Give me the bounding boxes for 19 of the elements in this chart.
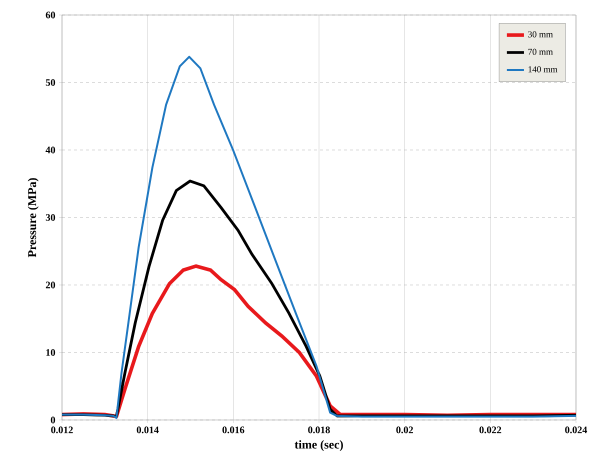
legend-label: 30 mm xyxy=(528,31,553,38)
y-tick-label: 50 xyxy=(46,79,56,86)
x-tick-label: 0.02 xyxy=(396,426,413,434)
legend-label: 70 mm xyxy=(528,48,553,55)
x-tick-label: 0.012 xyxy=(51,426,73,434)
legend-label: 140 mm xyxy=(528,66,558,72)
y-tick-label: 20 xyxy=(46,282,56,288)
x-tick-label: 0.014 xyxy=(136,426,159,434)
y-tick-label: 0 xyxy=(50,416,56,424)
y-axis-title: Pressure (MPa) xyxy=(28,178,39,258)
y-tick-label: 30 xyxy=(46,214,56,221)
y-tick-label: 60 xyxy=(46,12,56,18)
y-tick-label: 10 xyxy=(46,349,56,356)
x-tick-label: 0.022 xyxy=(479,426,502,434)
y-tick-label: 40 xyxy=(46,146,56,154)
x-tick-label: 0.018 xyxy=(308,426,330,434)
x-tick-label: 0.024 xyxy=(565,426,588,434)
x-axis-title: time (sec) xyxy=(294,440,343,452)
x-tick-label: 0.016 xyxy=(222,426,244,434)
